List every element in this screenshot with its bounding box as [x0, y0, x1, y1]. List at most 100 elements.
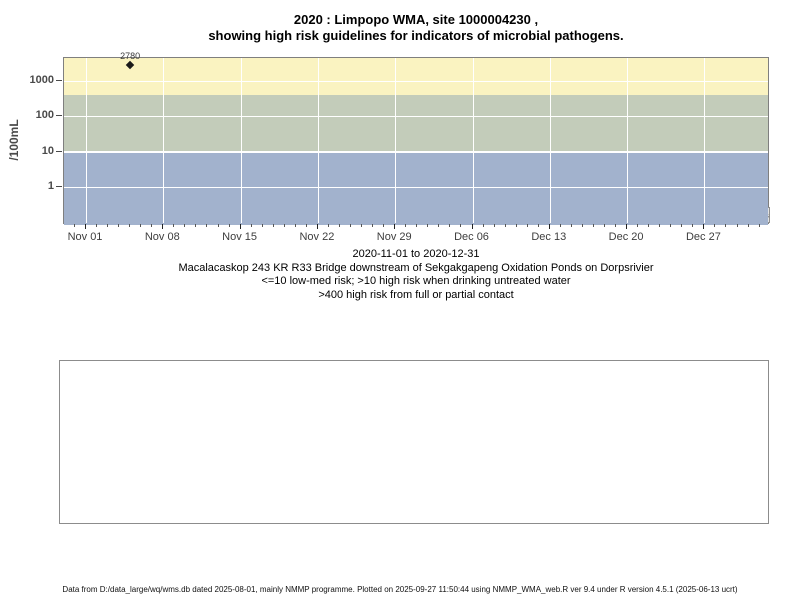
y-tick-label: 100 — [35, 109, 54, 121]
h-gridline — [64, 151, 768, 153]
x-minor-tick — [515, 224, 517, 227]
x-minor-tick — [372, 224, 374, 227]
x-minor-tick — [361, 224, 363, 227]
x-minor-tick — [73, 224, 75, 227]
x-minor-tick — [305, 224, 307, 227]
x-tick-label: Dec 06 — [454, 231, 489, 243]
x-minor-tick — [615, 224, 617, 227]
y-tick-mark — [56, 186, 62, 187]
x-major-tick — [162, 224, 164, 229]
x-minor-tick — [206, 224, 208, 227]
chart-title-line1: 2020 : Limpopo WMA, site 1000004230 , — [293, 12, 539, 27]
x-minor-tick — [526, 224, 528, 227]
caption-site-description: Macalacaskop 243 KR R33 Bridge downstrea… — [178, 261, 654, 274]
v-gridline — [317, 58, 319, 223]
x-major-tick — [316, 224, 318, 229]
x-minor-tick — [118, 224, 120, 227]
chart-captions: 2020-11-01 to 2020-12-31 Macalacaskop 24… — [63, 248, 769, 302]
y-tick-mark — [56, 150, 62, 152]
x-major-tick — [626, 224, 628, 229]
empty-panel — [59, 360, 769, 524]
v-gridline — [627, 58, 629, 223]
v-gridline — [163, 58, 165, 223]
x-minor-tick — [670, 224, 672, 227]
x-minor-tick — [637, 224, 639, 227]
x-minor-tick — [129, 224, 131, 227]
h-gridline — [64, 116, 768, 117]
x-tick-label: Nov 15 — [222, 231, 258, 243]
x-major-tick — [239, 224, 241, 229]
v-gridline — [86, 58, 87, 223]
x-minor-tick — [725, 224, 727, 227]
chart-title-line2: showing high risk guidelines for indicat… — [208, 28, 624, 43]
x-major-tick — [85, 224, 86, 229]
x-tick-label: Dec 13 — [531, 231, 567, 243]
v-gridline — [549, 58, 551, 223]
x-minor-tick — [714, 224, 716, 227]
x-minor-tick — [338, 224, 340, 227]
x-tick-label: Nov 22 — [299, 231, 335, 243]
x-minor-tick — [736, 224, 738, 227]
x-minor-tick — [195, 224, 197, 227]
x-minor-tick — [427, 224, 429, 227]
risk-band-low-med-risk — [64, 151, 768, 225]
caption-drinking-guideline: <=10 low-med risk; >10 high risk when dr… — [261, 275, 571, 287]
x-minor-tick — [692, 224, 694, 227]
x-minor-tick — [504, 224, 506, 227]
x-minor-tick — [604, 224, 605, 227]
x-tick-label: Nov 01 — [67, 231, 103, 243]
h-gridline — [64, 187, 768, 188]
footer-note: Data from D:/data_large/wq/wms.db dated … — [62, 585, 738, 594]
x-minor-tick — [449, 224, 451, 227]
v-gridline — [472, 58, 474, 223]
caption-date-range: 2020-11-01 to 2020-12-31 — [352, 248, 480, 260]
x-major-tick — [703, 224, 705, 229]
x-minor-tick — [648, 224, 650, 227]
data-point-label: 2780 — [120, 50, 141, 61]
x-minor-tick — [151, 224, 153, 227]
x-major-tick — [471, 224, 473, 229]
x-minor-tick — [747, 224, 749, 227]
caption-contact-guideline: >400 high risk from full or partial cont… — [318, 288, 514, 301]
x-minor-tick — [537, 224, 539, 227]
x-tick-label: Nov 29 — [376, 231, 412, 243]
x-minor-tick — [416, 224, 418, 227]
x-minor-tick — [460, 224, 462, 227]
x-minor-tick — [559, 224, 561, 227]
x-minor-tick — [107, 224, 109, 227]
x-minor-tick — [327, 224, 329, 227]
v-gridline — [395, 58, 397, 223]
v-gridline — [240, 58, 242, 223]
x-minor-tick — [283, 224, 285, 227]
x-major-tick — [394, 224, 396, 229]
y-tick-mark — [56, 115, 62, 116]
y-tick-label: 1000 — [29, 73, 54, 86]
h-gridline — [64, 80, 768, 82]
v-gridline — [704, 58, 706, 223]
risk-band-high-risk-full-partial-contact — [64, 58, 768, 95]
x-minor-tick — [140, 224, 142, 227]
risk-band-high-risk-drinking — [64, 94, 768, 152]
x-minor-tick — [758, 224, 760, 227]
x-minor-tick — [581, 224, 583, 227]
x-minor-tick — [228, 224, 230, 227]
x-minor-tick — [592, 224, 594, 227]
x-minor-tick — [482, 224, 484, 227]
y-tick-label: 1 — [47, 180, 54, 192]
x-minor-tick — [383, 224, 385, 227]
x-minor-tick — [184, 224, 186, 227]
x-minor-tick — [681, 224, 683, 227]
chart-title: 2020 : Limpopo WMA, site 1000004230 , sh… — [63, 12, 769, 44]
x-minor-tick — [250, 224, 252, 227]
y-axis-title: /100mL — [7, 119, 21, 161]
x-minor-tick — [350, 224, 352, 227]
x-minor-tick — [659, 224, 661, 227]
x-minor-tick — [438, 224, 440, 227]
x-major-tick — [548, 224, 550, 229]
x-minor-tick — [217, 224, 219, 227]
x-tick-label: Nov 08 — [144, 231, 180, 243]
x-minor-tick — [493, 224, 495, 227]
plot-area: Eschericia coli faecal coliforms 2780 — [63, 51, 770, 225]
y-tick-mark — [56, 79, 62, 81]
x-minor-tick — [570, 224, 572, 227]
